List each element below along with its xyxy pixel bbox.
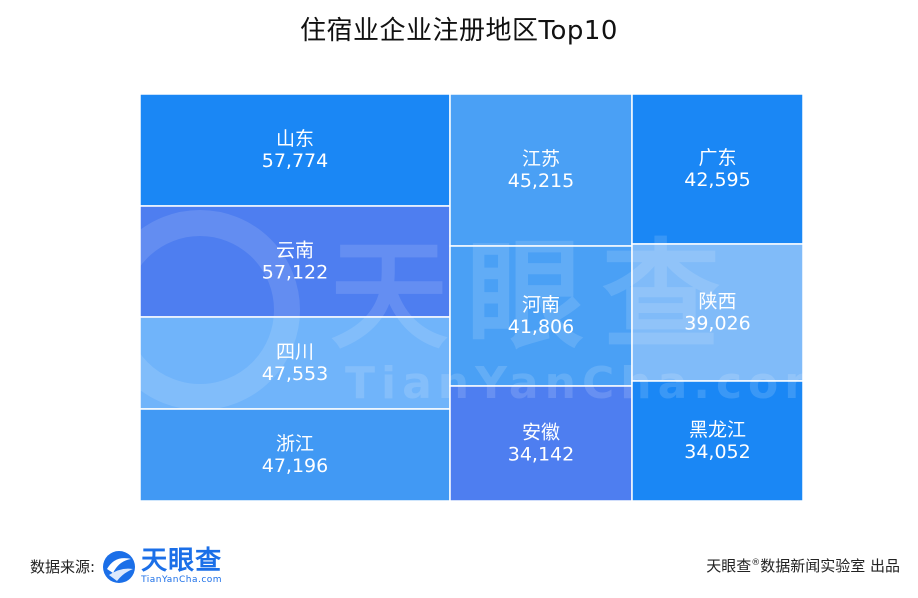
cell-value-label: 57,122	[262, 262, 328, 284]
tianyancha-logo: 天眼查 TianYanCha.com	[101, 548, 222, 585]
cell-value-label: 47,196	[262, 455, 328, 477]
treemap-rect	[140, 408, 451, 501]
cell-region-label: 安徽	[522, 422, 560, 444]
credit-brand: 天眼查	[706, 557, 752, 575]
cell-region-label: 云南	[276, 240, 314, 262]
cell-value-label: 47,553	[262, 363, 328, 385]
treemap-rect	[631, 94, 803, 245]
treemap-rect	[140, 316, 451, 410]
cell-region-label: 黑龙江	[689, 419, 746, 441]
treemap-rect	[449, 94, 633, 247]
cell-value-label: 34,142	[508, 444, 574, 466]
treemap-rect	[140, 94, 451, 207]
treemap-rect	[631, 380, 803, 501]
cell-value-label: 34,052	[684, 441, 750, 463]
cell-region-label: 四川	[276, 341, 314, 363]
cell-value-label: 57,774	[262, 150, 328, 172]
cell-value-label: 39,026	[684, 313, 750, 335]
cell-region-label: 山东	[276, 128, 314, 150]
source-label: 数据来源:	[30, 558, 96, 576]
cell-value-label: 45,215	[508, 170, 574, 192]
registered-mark: ®	[751, 558, 761, 568]
credit-text: 天眼查®数据新闻实验室 出品	[706, 555, 900, 576]
cell-value-label: 41,806	[508, 316, 574, 338]
logo-text-en: TianYanCha.com	[141, 575, 223, 585]
tianyancha-logo-icon	[103, 550, 136, 583]
treemap-rect	[631, 243, 803, 382]
cell-value-label: 42,595	[684, 169, 750, 191]
treemap-rect	[449, 385, 633, 501]
credit-rest: 数据新闻实验室 出品	[760, 557, 900, 575]
logo-text-cn: 天眼查	[141, 546, 223, 576]
treemap-rect	[140, 205, 451, 318]
chart-title: 住宿业企业注册地区Top10	[300, 16, 618, 46]
cell-region-label: 河南	[522, 294, 560, 316]
treemap-chart: 山东57,774云南57,122四川47,553浙江47,196江苏45,215…	[140, 94, 803, 501]
cell-region-label: 江苏	[522, 148, 560, 170]
data-source: 数据来源: 天眼查 TianYanCha.com	[30, 548, 222, 585]
cell-region-label: 广东	[698, 147, 736, 169]
cell-region-label: 陕西	[698, 291, 736, 313]
cell-region-label: 浙江	[276, 433, 314, 455]
